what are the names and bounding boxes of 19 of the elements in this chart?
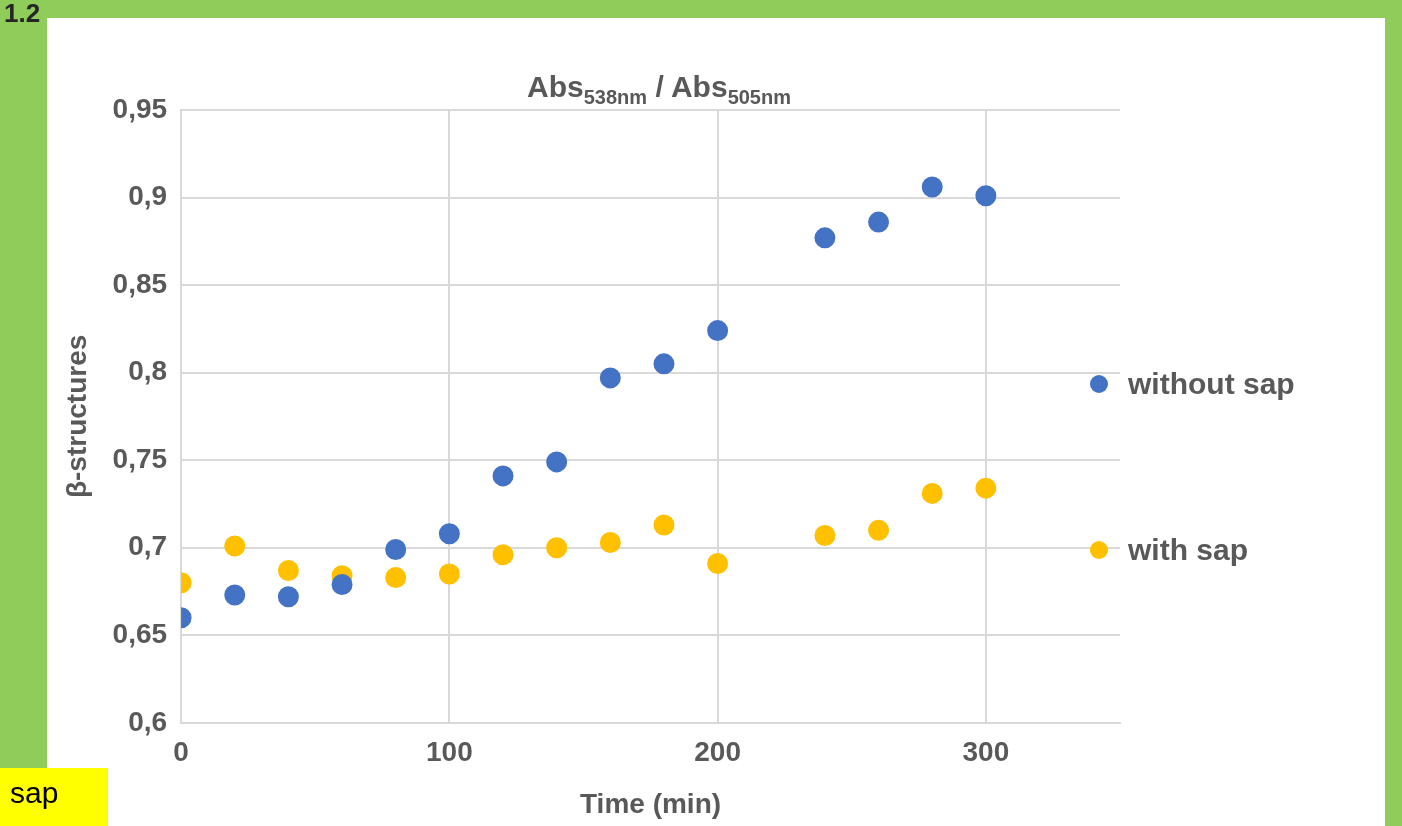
y-axis-title: β-structures — [60, 334, 92, 499]
y-tick-label: 0,75 — [112, 442, 168, 474]
x-tick-label: 200 — [694, 736, 741, 768]
text: 1.2 — [4, 0, 41, 28]
x-tick-label: 100 — [425, 736, 473, 768]
y-tick-label: 0,7 — [128, 530, 168, 562]
x-axis-title: Time (min) — [580, 787, 722, 819]
y-tick-label: 0,6 — [128, 705, 168, 737]
y-tick-label: 0,65 — [112, 617, 168, 649]
x-tick-label: 300 — [962, 736, 1010, 768]
y-tick-label: 0,95 — [112, 92, 168, 124]
y-tick-label: 0,9 — [128, 180, 168, 212]
text: sap — [0, 768, 108, 826]
x-tick-label: 0 — [173, 736, 189, 768]
legend-label: without sap — [1128, 367, 1295, 402]
y-tick-label: 0,8 — [128, 355, 168, 387]
y-tick-label: 0,85 — [112, 267, 168, 299]
legend-label: with sap — [1128, 532, 1249, 567]
chart-title: Abs$_{538nm}$ / Abs$_{505nm}$ — [526, 70, 791, 108]
